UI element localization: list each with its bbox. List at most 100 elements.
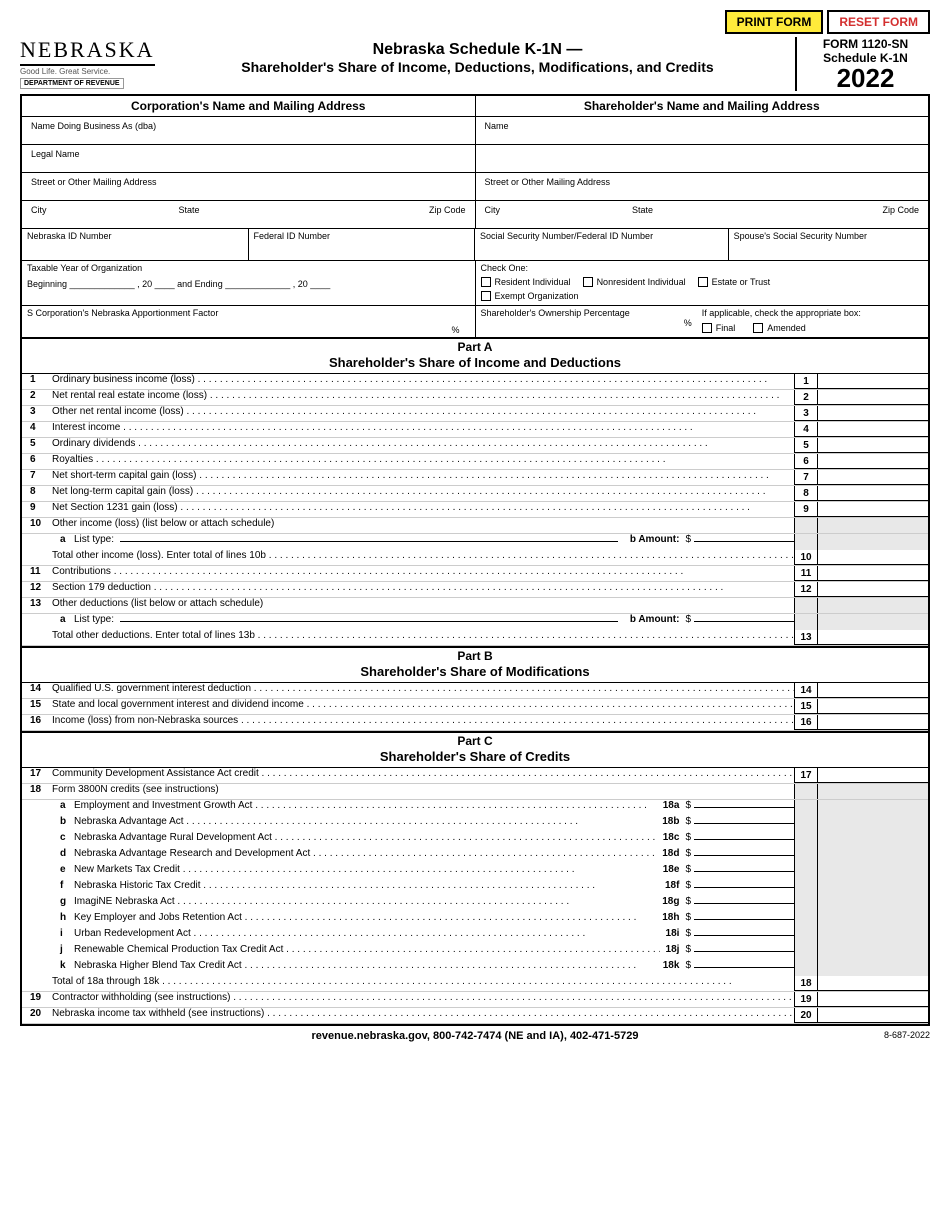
line-13b-amount[interactable] — [694, 621, 794, 622]
line-18e-amount[interactable] — [694, 871, 794, 872]
line-18j-text: Renewable Chemical Production Tax Credit… — [74, 944, 660, 955]
sh-blank — [485, 149, 920, 159]
corp-city-label: City — [31, 205, 171, 215]
line-18g-text: ImagiNE Nebraska Act — [74, 896, 656, 907]
estate-checkbox[interactable] — [698, 277, 708, 287]
applicable-label: If applicable, check the appropriate box… — [702, 308, 923, 318]
line-2-amount[interactable] — [818, 390, 928, 405]
reset-form-button[interactable]: RESET FORM — [827, 10, 930, 34]
amended-label: Amended — [767, 323, 806, 333]
line-18i-amount[interactable] — [694, 935, 794, 936]
line-18k-letter: k — [60, 960, 74, 971]
line-15-amount[interactable] — [818, 699, 928, 714]
line-3-text: Other net rental income (loss) — [52, 406, 794, 417]
line-5-boxnum: 5 — [794, 438, 818, 453]
line-14-boxnum: 14 — [794, 683, 818, 698]
line-18d-amount[interactable] — [694, 855, 794, 856]
line-19-text: Contractor withholding (see instructions… — [52, 992, 794, 1003]
final-checkbox[interactable] — [702, 323, 712, 333]
line-18h-amount[interactable] — [694, 919, 794, 920]
line-18a-amount[interactable] — [694, 807, 794, 808]
apport-pct: % — [27, 325, 470, 335]
line-9-boxnum: 9 — [794, 502, 818, 517]
line-16-boxnum: 16 — [794, 715, 818, 730]
line-1-text: Ordinary business income (loss) — [52, 374, 794, 385]
line-10-num: 10 — [30, 518, 52, 529]
line-10-text: Other income (loss) (list below or attac… — [52, 518, 794, 529]
line-16-num: 16 — [30, 715, 52, 726]
resident-checkbox[interactable] — [481, 277, 491, 287]
line-10b-amount[interactable] — [694, 541, 794, 542]
line-9-amount[interactable] — [818, 502, 928, 517]
line-18j-ref: 18j — [660, 944, 686, 955]
line-8-amount[interactable] — [818, 486, 928, 501]
line-1-amount[interactable] — [818, 374, 928, 389]
line-13a-input[interactable] — [120, 621, 618, 622]
exempt-label: Exempt Organization — [495, 291, 579, 301]
resident-label: Resident Individual — [495, 277, 571, 287]
nonresident-label: Nonresident Individual — [597, 277, 686, 287]
line-18g-letter: g — [60, 896, 74, 907]
line-18e-text: New Markets Tax Credit — [74, 864, 657, 875]
footer-code: 8-687-2022 — [884, 1030, 930, 1040]
line-18-amount[interactable] — [818, 784, 928, 799]
exempt-checkbox[interactable] — [481, 291, 491, 301]
line-17-boxnum: 17 — [794, 768, 818, 783]
line-11-text: Contributions — [52, 566, 794, 577]
line-18f-text: Nebraska Historic Tax Credit — [74, 880, 659, 891]
sh-header: Shareholder's Name and Mailing Address — [476, 96, 929, 117]
corp-header: Corporation's Name and Mailing Address — [22, 96, 475, 117]
amended-checkbox[interactable] — [753, 323, 763, 333]
line-9-num: 9 — [30, 502, 52, 513]
line-18f-letter: f — [60, 880, 74, 891]
ownership-pct: % — [481, 318, 702, 328]
logo-dept: DEPARTMENT OF REVENUE — [20, 78, 124, 89]
line-18b-amount[interactable] — [694, 823, 794, 824]
line-16-amount[interactable] — [818, 715, 928, 730]
sh-city-label: City — [485, 205, 625, 215]
line-18e-ref: 18e — [657, 864, 686, 875]
line-18f-amount[interactable] — [694, 887, 794, 888]
line-17-amount[interactable] — [818, 768, 928, 783]
line-9-text: Net Section 1231 gain (loss) — [52, 502, 794, 513]
line-18d-letter: d — [60, 848, 74, 859]
line-18f-ref: 18f — [659, 880, 685, 891]
line-18b-text: Nebraska Advantage Act — [74, 816, 656, 827]
line-18i-text: Urban Redevelopment Act — [74, 928, 660, 939]
line-18j-amount[interactable] — [694, 951, 794, 952]
line-4-amount[interactable] — [818, 422, 928, 437]
line-13-amount[interactable] — [818, 598, 928, 613]
line-18g-amount[interactable] — [694, 903, 794, 904]
ssn-label: Social Security Number/Federal ID Number — [480, 231, 653, 241]
sh-state-label: State — [632, 205, 772, 215]
line-11-amount[interactable] — [818, 566, 928, 581]
nonresident-checkbox[interactable] — [583, 277, 593, 287]
line-8-boxnum: 8 — [794, 486, 818, 501]
logo-tagline: Good Life. Great Service. — [20, 67, 155, 76]
line-18-amt[interactable] — [818, 976, 928, 991]
line-18d-text: Nebraska Advantage Research and Developm… — [74, 848, 656, 859]
checkone-label: Check One: — [481, 263, 924, 273]
line-18c-amount[interactable] — [694, 839, 794, 840]
line-7-amount[interactable] — [818, 470, 928, 485]
line-15-num: 15 — [30, 699, 52, 710]
line-10a-input[interactable] — [120, 541, 618, 542]
line-10-amount[interactable] — [818, 518, 928, 533]
line-18-total: Total of 18a through 18k — [52, 976, 794, 987]
line-18k-amount[interactable] — [694, 967, 794, 968]
line-3-amount[interactable] — [818, 406, 928, 421]
line-12-amount[interactable] — [818, 582, 928, 597]
sh-zip-label: Zip Code — [780, 205, 920, 215]
line-13-text: Other deductions (list below or attach s… — [52, 598, 794, 609]
line-10-amt[interactable] — [818, 550, 928, 565]
line-10a-label: List type: — [74, 534, 114, 545]
line-14-amount[interactable] — [818, 683, 928, 698]
line-18c-ref: 18c — [657, 832, 686, 843]
final-label: Final — [716, 323, 736, 333]
line-19-amount[interactable] — [818, 992, 928, 1007]
line-6-amount[interactable] — [818, 454, 928, 469]
line-13-amt[interactable] — [818, 630, 928, 645]
print-form-button[interactable]: PRINT FORM — [725, 10, 824, 34]
line-20-amount[interactable] — [818, 1008, 928, 1023]
line-5-amount[interactable] — [818, 438, 928, 453]
